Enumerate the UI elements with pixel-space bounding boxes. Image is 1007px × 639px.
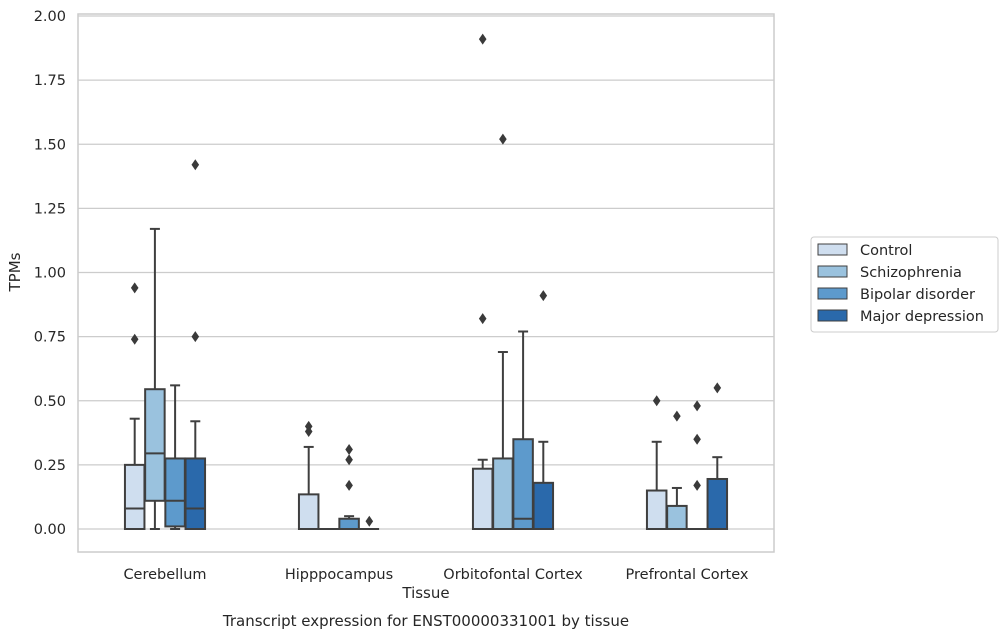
box-body	[164, 457, 186, 528]
legend-label: Major depression	[860, 309, 984, 325]
box-body	[471, 467, 494, 531]
legend-swatch	[817, 265, 848, 278]
outlier-point	[345, 454, 353, 466]
x-tick-label: Prefrontal Cortex	[626, 567, 749, 583]
box-plot-box	[338, 443, 360, 530]
outlier-point	[693, 433, 701, 445]
gridlines	[78, 15, 774, 530]
outlier-point	[673, 410, 681, 422]
box-plot-box	[645, 395, 668, 530]
y-tick-label: 0.00	[34, 522, 66, 538]
box-plot-box	[359, 515, 380, 530]
box-body	[532, 481, 555, 530]
outlier-point	[499, 133, 507, 145]
box-body	[144, 388, 166, 502]
legend-swatch	[817, 287, 848, 300]
legend-swatch	[817, 309, 848, 322]
box-plot-box	[687, 400, 707, 530]
y-tick-label: 1.25	[34, 201, 66, 217]
legend-label: Control	[860, 243, 912, 259]
box-plot-box	[123, 282, 146, 530]
chart-caption: Transcript expression for ENST0000033100…	[222, 612, 629, 630]
box-body	[184, 457, 207, 530]
box-plot-box	[184, 159, 207, 530]
outlier-point	[478, 33, 487, 45]
outlier-point	[539, 290, 548, 302]
legend: Control Schizophrenia Bipolar disorder Majo…	[810, 236, 999, 333]
box-plot-box	[492, 133, 514, 530]
x-axis-label: Tissue	[401, 584, 449, 602]
box-plot-box	[164, 384, 186, 530]
box-body	[338, 517, 360, 530]
outlier-point	[365, 515, 374, 527]
plot-area	[77, 13, 775, 553]
y-tick-label: 0.25	[34, 458, 66, 474]
boxes	[123, 33, 729, 531]
outlier-point	[478, 313, 487, 325]
y-axis-label: TPMs	[6, 252, 24, 292]
box-plot-box	[706, 382, 729, 531]
box-plot-box	[532, 290, 555, 530]
x-tick-label: Cerebellum	[123, 567, 206, 583]
outlier-point	[693, 400, 701, 412]
box-body	[297, 493, 320, 530]
legend-label: Bipolar disorder	[860, 287, 975, 303]
x-tick-label: Orbitofontal Cortex	[443, 567, 583, 583]
box-plot-box	[144, 227, 166, 530]
outlier-point	[191, 159, 200, 171]
outlier-point	[693, 479, 701, 491]
outlier-point	[130, 333, 139, 345]
outlier-point	[652, 395, 661, 407]
outlier-point	[130, 282, 139, 294]
outlier-point	[304, 426, 313, 438]
box-plot-box	[512, 330, 534, 531]
legend-swatch	[817, 243, 848, 256]
y-tick-label: 2.00	[34, 9, 66, 25]
legend-frame	[810, 236, 999, 333]
x-axis-ticks: Cerebellum Hipppocampus Orbitofontal Corte…	[123, 567, 748, 583]
box-body	[645, 489, 668, 530]
outlier-point	[713, 382, 722, 394]
y-tick-label: 0.50	[34, 394, 66, 410]
y-tick-label: 1.75	[34, 73, 66, 89]
box-body	[706, 477, 729, 531]
legend-label: Schizophrenia	[860, 265, 962, 281]
box-body	[512, 438, 534, 531]
box-body	[666, 504, 688, 531]
outlier-point	[191, 331, 200, 343]
box-body	[492, 457, 514, 530]
outlier-point	[345, 443, 353, 455]
box-plot-box	[666, 410, 688, 531]
y-tick-label: 0.75	[34, 330, 66, 346]
outlier-point	[345, 479, 353, 491]
x-tick-label: Hipppocampus	[285, 567, 393, 583]
y-tick-label: 1.50	[34, 137, 66, 153]
box-plot-box	[471, 33, 494, 531]
box-body	[123, 463, 146, 530]
box-plot-box	[297, 420, 320, 530]
y-tick-label: 1.00	[34, 266, 66, 282]
y-axis-ticks: 0.00 0.25 0.50 0.75 1.00 1.25 1.50 1.75 2.00	[34, 9, 66, 538]
